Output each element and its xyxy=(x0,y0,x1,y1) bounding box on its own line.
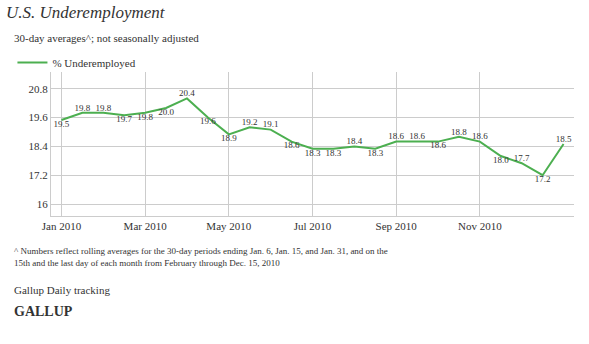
svg-text:19.8: 19.8 xyxy=(95,103,111,113)
svg-text:19.1: 19.1 xyxy=(263,119,279,129)
svg-text:18.6: 18.6 xyxy=(472,131,488,141)
svg-text:17.7: 17.7 xyxy=(514,153,530,163)
svg-text:U.S. Underemployment: U.S. Underemployment xyxy=(6,3,166,22)
svg-text:Jul 2010: Jul 2010 xyxy=(294,220,332,232)
svg-text:GALLUP: GALLUP xyxy=(14,304,73,319)
svg-text:20.4: 20.4 xyxy=(179,88,195,98)
svg-text:18.9: 18.9 xyxy=(221,133,237,143)
svg-text:20.0: 20.0 xyxy=(158,107,174,117)
svg-text:30-day averages^; not seasonal: 30-day averages^; not seasonally adjuste… xyxy=(14,32,199,44)
svg-text:18.4: 18.4 xyxy=(346,136,362,146)
svg-text:19.8: 19.8 xyxy=(137,112,153,122)
svg-text:Nov 2010: Nov 2010 xyxy=(458,220,502,232)
svg-text:Gallup Daily tracking: Gallup Daily tracking xyxy=(14,284,110,296)
svg-text:19.7: 19.7 xyxy=(116,114,132,124)
svg-text:Sep 2010: Sep 2010 xyxy=(376,220,418,232)
svg-text:18.6: 18.6 xyxy=(409,131,425,141)
svg-text:19.5: 19.5 xyxy=(54,119,70,129)
svg-text:18.3: 18.3 xyxy=(305,148,321,158)
svg-text:Jan 2010: Jan 2010 xyxy=(42,220,82,232)
svg-text:18.5: 18.5 xyxy=(556,134,572,144)
svg-text:19.2: 19.2 xyxy=(242,117,258,127)
svg-text:19.6: 19.6 xyxy=(200,116,216,126)
svg-text:17.2: 17.2 xyxy=(535,174,551,184)
svg-text:18.6: 18.6 xyxy=(284,140,300,150)
svg-text:20.8: 20.8 xyxy=(29,83,49,95)
svg-text:19.8: 19.8 xyxy=(75,103,91,113)
svg-text:18.0: 18.0 xyxy=(493,155,509,165)
svg-text:18.3: 18.3 xyxy=(367,148,383,158)
svg-text:17.2: 17.2 xyxy=(29,169,48,181)
svg-text:18.6: 18.6 xyxy=(388,131,404,141)
svg-text:% Underemployed: % Underemployed xyxy=(52,57,135,69)
svg-text:16: 16 xyxy=(37,198,49,210)
svg-text:18.8: 18.8 xyxy=(451,127,467,137)
svg-text:18.6: 18.6 xyxy=(430,140,446,150)
svg-text:18.4: 18.4 xyxy=(29,140,49,152)
svg-text:18.3: 18.3 xyxy=(326,148,342,158)
svg-text:^ Numbers reflect rolling aver: ^ Numbers reflect rolling averages for t… xyxy=(14,246,388,268)
svg-text:Mar 2010: Mar 2010 xyxy=(124,220,168,232)
svg-text:19.6: 19.6 xyxy=(29,111,49,123)
svg-text:May 2010: May 2010 xyxy=(206,220,251,232)
